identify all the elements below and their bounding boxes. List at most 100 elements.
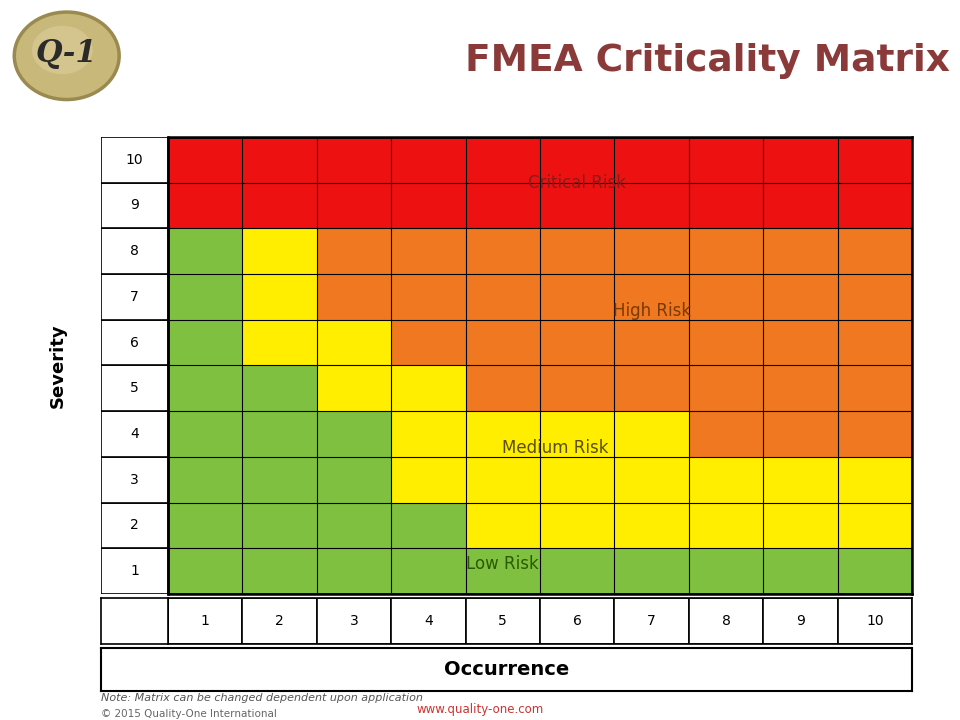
Bar xyxy=(242,228,317,274)
Bar xyxy=(466,411,540,456)
Bar xyxy=(101,274,168,320)
Bar xyxy=(689,182,763,228)
Bar xyxy=(101,411,168,456)
Bar xyxy=(540,456,614,503)
Bar xyxy=(317,456,392,503)
Text: 9: 9 xyxy=(130,199,139,212)
Bar xyxy=(317,598,392,644)
Bar xyxy=(392,598,466,644)
Bar xyxy=(837,137,912,182)
Text: Medium Risk: Medium Risk xyxy=(502,438,608,456)
Bar xyxy=(242,598,317,644)
Bar xyxy=(763,598,837,644)
Bar xyxy=(392,137,466,182)
Bar xyxy=(466,503,540,549)
Bar xyxy=(101,137,168,182)
Text: 2: 2 xyxy=(276,614,284,628)
Bar xyxy=(763,320,837,365)
Bar xyxy=(689,274,763,320)
Bar xyxy=(763,182,837,228)
Bar xyxy=(101,549,168,594)
Bar xyxy=(101,182,168,228)
Bar xyxy=(614,137,689,182)
Bar xyxy=(763,503,837,549)
Text: 4: 4 xyxy=(130,427,139,441)
Bar xyxy=(837,228,912,274)
Bar xyxy=(540,182,614,228)
Bar xyxy=(392,549,466,594)
Text: 1: 1 xyxy=(201,614,209,628)
Bar xyxy=(689,320,763,365)
Bar xyxy=(466,228,540,274)
Text: Q-1: Q-1 xyxy=(36,38,98,69)
Bar xyxy=(614,228,689,274)
Bar xyxy=(689,456,763,503)
Bar xyxy=(540,320,614,365)
Bar xyxy=(763,137,837,182)
Bar xyxy=(614,503,689,549)
Bar xyxy=(540,503,614,549)
Bar xyxy=(168,274,242,320)
Text: www.quality-one.com: www.quality-one.com xyxy=(417,703,543,716)
Bar xyxy=(837,503,912,549)
Text: 5: 5 xyxy=(498,614,507,628)
Bar xyxy=(101,456,168,503)
Bar xyxy=(392,182,466,228)
Text: 10: 10 xyxy=(866,614,883,628)
Bar xyxy=(689,503,763,549)
Bar xyxy=(101,365,168,411)
Bar xyxy=(242,411,317,456)
Text: 8: 8 xyxy=(130,244,139,258)
Bar xyxy=(689,228,763,274)
Bar xyxy=(763,274,837,320)
Bar xyxy=(763,549,837,594)
Bar xyxy=(392,365,466,411)
Bar xyxy=(168,598,242,644)
Text: High Risk: High Risk xyxy=(612,302,690,320)
Bar xyxy=(317,320,392,365)
Text: 7: 7 xyxy=(130,290,139,304)
Bar xyxy=(540,274,614,320)
Bar xyxy=(466,182,540,228)
Bar xyxy=(614,182,689,228)
Text: 9: 9 xyxy=(796,614,804,628)
Bar xyxy=(837,320,912,365)
Bar xyxy=(242,137,317,182)
Bar xyxy=(168,137,242,182)
Ellipse shape xyxy=(32,26,93,74)
Bar xyxy=(763,456,837,503)
Bar xyxy=(837,456,912,503)
Bar xyxy=(763,411,837,456)
Text: Occurrence: Occurrence xyxy=(444,660,569,679)
Bar xyxy=(466,549,540,594)
Bar xyxy=(101,228,168,274)
Bar xyxy=(168,549,242,594)
Bar xyxy=(689,411,763,456)
Bar xyxy=(317,137,392,182)
Bar xyxy=(168,411,242,456)
Bar xyxy=(614,549,689,594)
Bar xyxy=(763,228,837,274)
Bar xyxy=(614,456,689,503)
Text: Severity: Severity xyxy=(49,323,66,408)
Bar xyxy=(837,274,912,320)
Bar xyxy=(837,365,912,411)
Bar xyxy=(317,503,392,549)
Text: Low Risk: Low Risk xyxy=(467,555,540,573)
Bar xyxy=(466,598,540,644)
Text: Note: Matrix can be changed dependent upon application: Note: Matrix can be changed dependent up… xyxy=(101,693,422,703)
Bar xyxy=(466,456,540,503)
Bar xyxy=(317,549,392,594)
Text: © 2015 Quality-One International: © 2015 Quality-One International xyxy=(101,708,276,719)
Bar xyxy=(168,456,242,503)
Text: FMEA Criticality Matrix: FMEA Criticality Matrix xyxy=(466,43,950,79)
Bar xyxy=(392,503,466,549)
Bar xyxy=(168,228,242,274)
Text: 3: 3 xyxy=(349,614,358,628)
Bar xyxy=(392,456,466,503)
Bar xyxy=(242,456,317,503)
Bar xyxy=(392,274,466,320)
Bar xyxy=(242,549,317,594)
Bar xyxy=(392,228,466,274)
Bar xyxy=(614,411,689,456)
